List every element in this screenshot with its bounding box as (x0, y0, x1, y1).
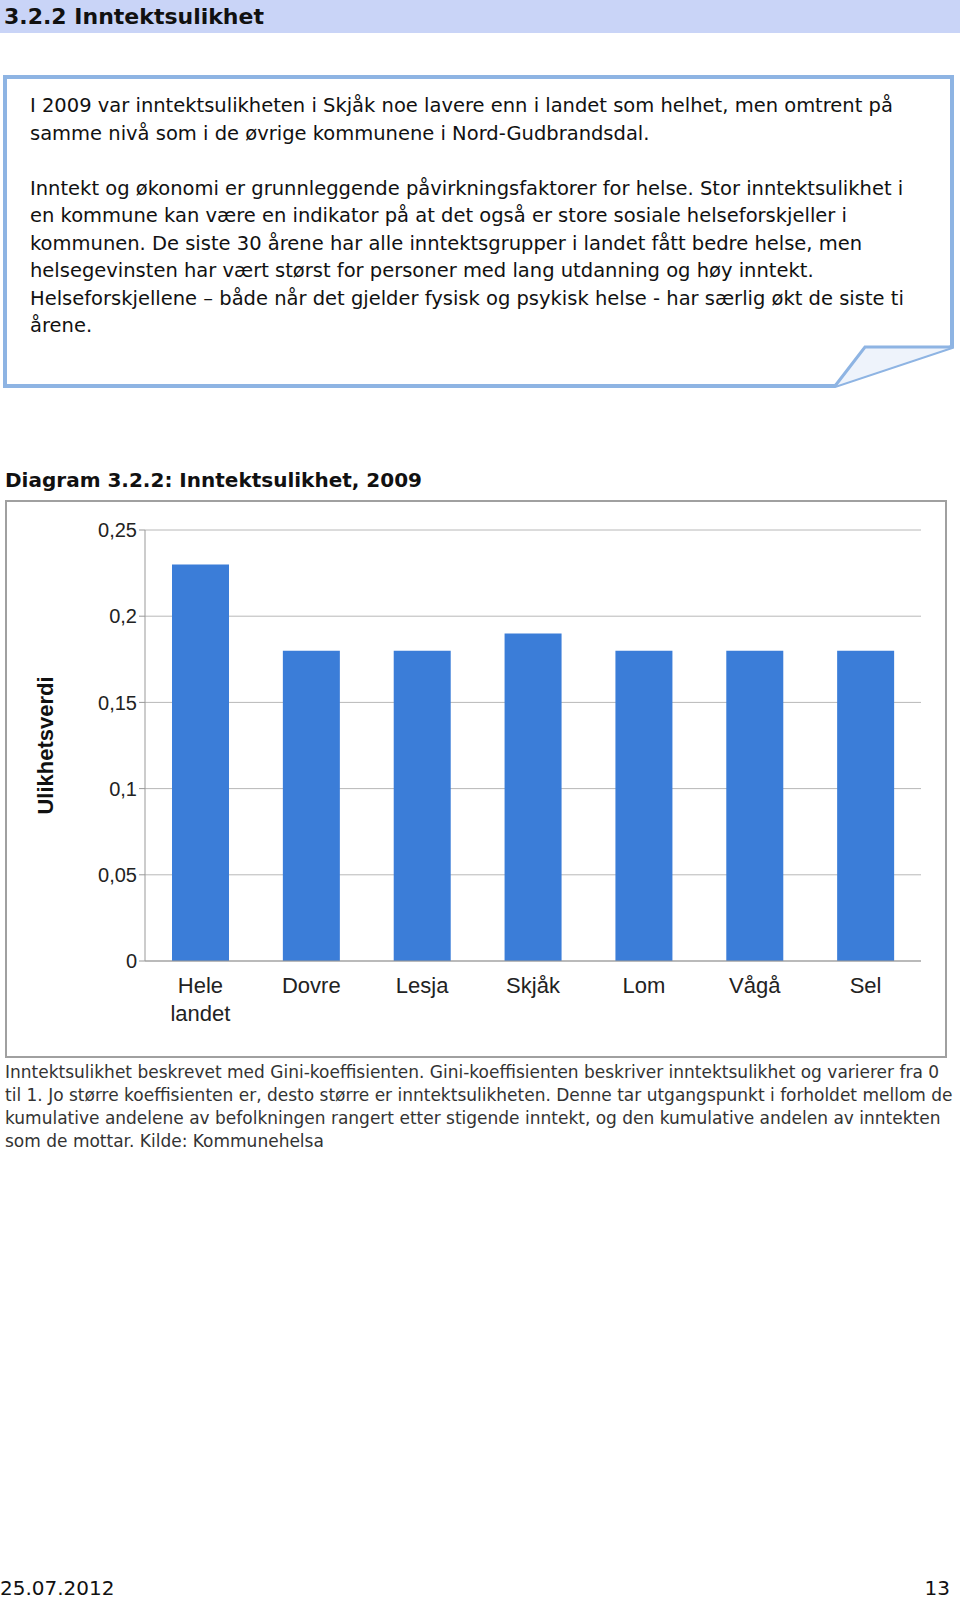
html-text:13: 13 (924, 1576, 950, 1600)
svg-text:0,05: 0,05 (98, 864, 137, 886)
html-text:Diagram 3.2.2: Inntektsulikhet: Diagram 3.2.2: Inntektsulikhet, 2009 (5, 468, 422, 492)
svg-text:Dovre: Dovre (282, 973, 341, 998)
svg-text:0,15: 0,15 (98, 692, 137, 714)
html-text:3.2.2 Inntektsulikhet: 3.2.2 Inntektsulikhet (4, 4, 264, 29)
svg-text:Sel: Sel (850, 973, 882, 998)
svg-text:0,2: 0,2 (109, 605, 137, 627)
svg-text:0: 0 (126, 950, 137, 972)
svg-text:0,1: 0,1 (109, 778, 137, 800)
svg-text:Skjåk: Skjåk (506, 973, 561, 998)
svg-text:Vågå: Vågå (729, 973, 781, 998)
svg-text:0,25: 0,25 (98, 519, 137, 541)
svg-text:Helelandet: Helelandet (170, 973, 230, 1026)
svg-text:Lom: Lom (622, 973, 665, 998)
html-text:I 2009 var inntektsulikheten i: I 2009 var inntektsulikheten i Skjåk noe… (30, 94, 893, 145)
svg-text:Ulikhetsverdi: Ulikhetsverdi (33, 676, 58, 814)
html-text:Inntekt og økonomi er grunnleg: Inntekt og økonomi er grunnleggende påvi… (30, 176, 904, 337)
svg-text:Lesja: Lesja (396, 973, 449, 998)
html-text:Inntektsulikhet beskrevet med: Inntektsulikhet beskrevet med Gini-koeff… (5, 1062, 953, 1151)
html-text:25.07.2012: 25.07.2012 (0, 1576, 115, 1600)
